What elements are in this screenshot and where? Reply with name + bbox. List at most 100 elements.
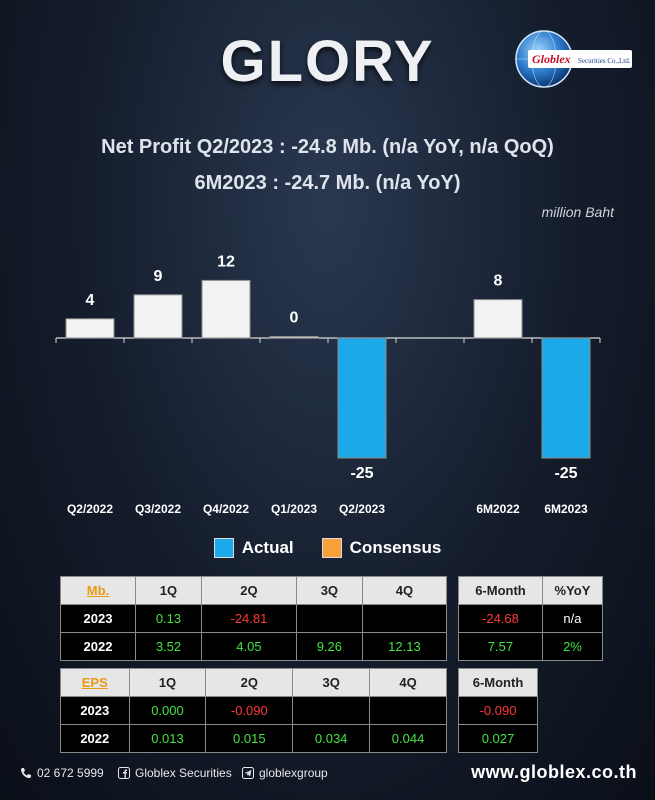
bar-data-label: 8: [494, 273, 503, 290]
footer: 02 672 5999 Globlex Securities globlexgr…: [0, 758, 655, 788]
footer-phone[interactable]: 02 672 5999: [20, 766, 104, 780]
table-row-label: 2022: [60, 724, 130, 753]
table-cell: 7.57: [458, 632, 543, 661]
table-header-row: Mb. 1Q 2Q 3Q 4Q: [60, 576, 448, 605]
table-row-label: 2023: [60, 604, 136, 633]
table-cell: 0.027: [458, 724, 538, 753]
table-header-cell: 4Q: [369, 668, 447, 697]
table-header-cell: 6-Month: [458, 576, 543, 605]
table-header-cell: EPS: [60, 668, 130, 697]
table-header-cell: 1Q: [128, 668, 207, 697]
table-header-cell: %YoY: [541, 576, 604, 605]
unit-note: million Baht: [541, 204, 614, 220]
bar-data-label: 4: [86, 292, 95, 309]
table-cell: 0.015: [205, 724, 294, 753]
table-cell: 9.26: [295, 632, 363, 661]
table-header-row: 6-Month %YoY: [458, 576, 604, 605]
table-row: 2023 0.13 -24.81: [60, 604, 448, 633]
footer-telegram[interactable]: globlexgroup: [242, 766, 328, 780]
footer-telegram-text: globlexgroup: [259, 766, 328, 780]
table-header-row: EPS 1Q 2Q 3Q 4Q: [60, 668, 447, 697]
bar: [269, 336, 319, 339]
phone-icon: [21, 768, 31, 779]
x-tick-label: 6M2023: [544, 502, 588, 516]
bar-data-label: 0: [290, 310, 299, 327]
table-row: 2022 3.52 4.05 9.26 12.13: [60, 632, 448, 661]
table-cell: -0.090: [205, 696, 294, 725]
table-row: 0.027: [458, 724, 538, 753]
table-row: 2022 0.013 0.015 0.034 0.044: [60, 724, 447, 753]
table-header-cell: 3Q: [292, 668, 371, 697]
bar-data-label: -25: [554, 465, 577, 482]
headline-line1: Net Profit Q2/2023 : -24.8 Mb. (n/a YoY,…: [101, 136, 554, 158]
facebook-icon: [118, 767, 130, 779]
table-cell: n/a: [541, 604, 604, 633]
svg-text:Globlex: Globlex: [532, 52, 571, 66]
bar: [201, 279, 251, 339]
bar-data-label: 12: [217, 253, 235, 270]
x-tick-label: Q3/2022: [135, 502, 181, 516]
legend-consensus-label: Consensus: [349, 538, 442, 557]
table-header-cell: 3Q: [295, 576, 363, 605]
net-profit-bar-chart: 4 Q2/2022 9 Q3/2022 12 Q4/2022 0 Q1/2023 -25 Q2/2…: [55, 253, 601, 516]
footer-phone-text: 02 672 5999: [37, 766, 104, 780]
bar: [473, 299, 523, 339]
legend-actual-label: Actual: [241, 538, 294, 557]
table-row: -0.090: [458, 696, 538, 725]
table-header-cell: 4Q: [361, 576, 448, 605]
globlex-logo: Globlex Securities Co.,Ltd.: [515, 30, 632, 88]
brand-title: GLORY: [220, 29, 435, 94]
table-header-row: 6-Month: [458, 668, 538, 697]
table-cell: 0.13: [135, 604, 202, 633]
table-cell: 3.52: [135, 632, 202, 661]
telegram-icon: [242, 767, 254, 779]
bar-data-label: -25: [350, 465, 373, 482]
table-cell: 12.13: [361, 632, 448, 661]
footer-website-link[interactable]: www.globlex.co.th: [471, 762, 637, 782]
table-cell: -0.090: [458, 696, 538, 725]
legend-consensus: Consensus: [321, 538, 442, 558]
table-row: 2023 0.000 -0.090: [60, 696, 447, 725]
table-cell: 2%: [541, 632, 604, 661]
headline-line2: 6M2023 : -24.7 Mb. (n/a YoY): [194, 172, 461, 194]
x-tick-label: Q4/2022: [203, 502, 249, 516]
bar-data-label: 9: [154, 268, 163, 285]
x-tick-label: Q2/2022: [67, 502, 113, 516]
legend-consensus-swatch: [321, 538, 342, 558]
footer-facebook-text: Globlex Securities: [135, 766, 232, 780]
net-profit-6month-table: 6-Month %YoY -24.68 n/a 7.57 2%: [458, 576, 604, 661]
table-cell: -24.81: [200, 604, 297, 633]
table-header-cell: 1Q: [135, 576, 202, 605]
table-cell: 0.044: [369, 724, 447, 753]
table-row: 7.57 2%: [458, 632, 604, 661]
table-row-label: 2022: [60, 632, 136, 661]
bar: [541, 337, 591, 459]
table-cell: 0.000: [128, 696, 207, 725]
x-tick-label: Q1/2023: [271, 502, 317, 516]
bar: [337, 337, 387, 459]
table-cell: [292, 696, 371, 725]
eps-6month-table: 6-Month -0.090 0.027: [458, 668, 538, 753]
table-header-cell: 2Q: [200, 576, 297, 605]
bar: [65, 318, 115, 339]
svg-text:Securities Co.,Ltd.: Securities Co.,Ltd.: [578, 57, 631, 65]
net-profit-quarterly-table: Mb. 1Q 2Q 3Q 4Q 2023 0.13 -24.81 2022 3.52 4.05 9.2…: [60, 576, 448, 661]
eps-quarterly-table: EPS 1Q 2Q 3Q 4Q 2023 0.000 -0.090 2022 0.013 0.015…: [60, 668, 447, 753]
chart-legend: Actual Consensus: [0, 538, 655, 558]
table-cell: 0.013: [128, 724, 207, 753]
x-tick-label: 6M2022: [476, 502, 520, 516]
table-row-label: 2023: [60, 696, 130, 725]
footer-facebook[interactable]: Globlex Securities: [118, 766, 232, 780]
table-cell: 4.05: [200, 632, 297, 661]
table-cell: [295, 604, 363, 633]
table-header-cell: Mb.: [60, 576, 136, 605]
legend-actual-swatch: [213, 538, 234, 558]
table-cell: 0.034: [292, 724, 371, 753]
x-tick-label: Q2/2023: [339, 502, 385, 516]
table-cell: -24.68: [458, 604, 543, 633]
table-row: -24.68 n/a: [458, 604, 604, 633]
table-cell: [361, 604, 448, 633]
table-header-cell: 6-Month: [458, 668, 538, 697]
table-cell: [369, 696, 447, 725]
bar: [133, 294, 183, 339]
